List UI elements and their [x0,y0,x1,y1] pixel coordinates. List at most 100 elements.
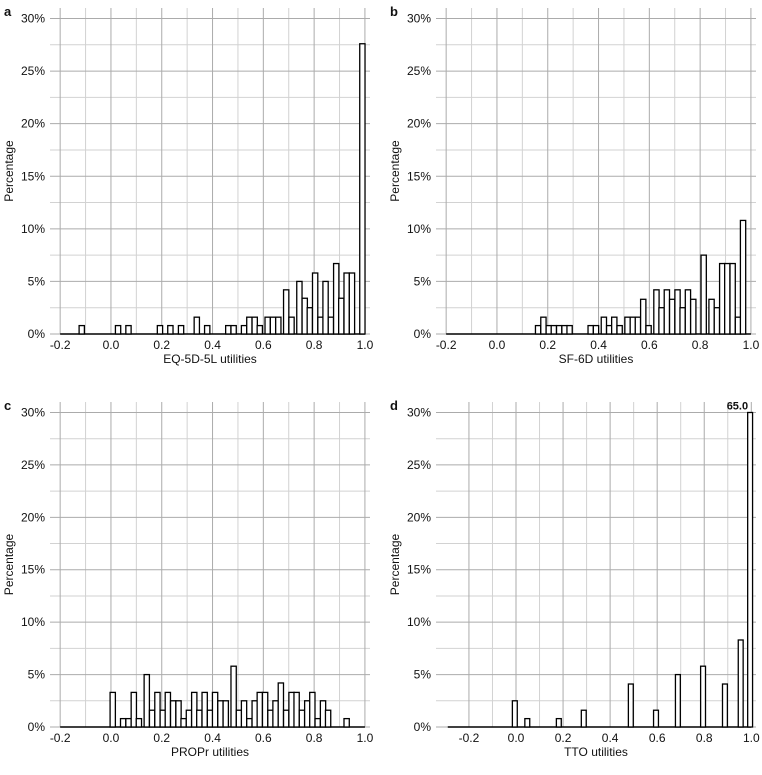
histogram-bar [156,324,164,335]
histogram-bar [130,691,138,728]
histogram-bar [256,324,264,335]
y-axis-title: Percentage [388,533,402,595]
histogram-bar [296,280,303,335]
histogram-bar [240,700,248,728]
y-tick-label: 10% [407,222,431,236]
x-tick-label: 0.0 [489,338,506,352]
panel-a: -0.2 0.0 0.2 0.4 0.6 0.8 1.0 0% 5% 10% 15% 20% 25% 30… [2,4,374,366]
histogram-bar [534,324,542,335]
histogram-bar [193,316,201,335]
histogram-bar [348,272,356,335]
y-tick-label: 20% [407,117,431,131]
panel-label: a [4,4,12,19]
panel-d: -0.2 0.0 0.2 0.4 0.6 0.8 1.0 0% 5% 10% 15% 20% 25% 30… [388,398,760,759]
histogram-bar [224,324,232,335]
histogram-bar [739,219,747,335]
histogram-bar [269,316,277,335]
y-tick-label: 15% [21,169,45,183]
histogram-bar [566,324,573,335]
x-tick-label: 0.4 [602,731,619,745]
histogram-bar [713,307,721,335]
y-axis-title: Percentage [2,140,16,202]
histogram-bar [261,691,269,728]
histogram-bar [658,307,665,335]
histogram-bar [684,289,692,335]
histogram-bar [674,673,681,728]
x-tick-label: 0.4 [204,338,221,352]
x-tick-label: 0.4 [590,338,607,352]
x-tick-label: 1.0 [743,731,760,745]
x-tick-label: -0.2 [50,338,71,352]
y-tick-label: 0% [414,720,432,734]
x-tick-label: 0.6 [255,338,272,352]
histogram-bar [298,709,306,728]
y-tick-label: 30% [21,405,45,419]
histogram-bar [724,262,731,335]
x-tick-label: 1.0 [357,731,374,745]
histogram-bar [689,298,697,335]
histogram-bar [729,262,736,335]
x-tick-label: 0.0 [508,731,525,745]
histogram-bar [668,298,676,335]
histogram-bar [314,717,321,728]
histogram-bar [282,709,290,728]
y-axis-title: Percentage [2,533,16,595]
histogram-bar [272,700,279,728]
y-tick-label: 10% [21,222,45,236]
histogram-bar [708,298,715,335]
panel-label: b [390,4,398,19]
histogram-bar [154,691,161,728]
histogram-bar [78,324,86,335]
x-tick-label: 0.6 [641,338,658,352]
histogram-bar [277,682,285,728]
histogram-bar [240,324,248,335]
y-tick-label: 30% [21,12,45,26]
y-tick-label: 0% [28,327,46,341]
y-tick-label: 15% [21,563,45,577]
histogram-bar [275,316,282,335]
x-tick-label: 1.0 [743,338,760,352]
histogram-bar [203,324,211,335]
y-tick-label: 5% [28,668,46,682]
histogram-bar [343,717,350,728]
x-tick-label: 1.0 [357,338,374,352]
histogram-bar [645,324,652,335]
bar-value-label: 65.0 [727,400,748,412]
histogram-bar [109,691,117,728]
histogram-bar [639,298,647,335]
x-tick-label: 0.8 [306,338,323,352]
panel-b: -0.2 0.0 0.2 0.4 0.6 0.8 1.0 0% 5% 10% 15% 20% 25% 30… [388,4,760,366]
x-axis-title: SF-6D utilities [559,352,634,366]
histogram-bar [511,700,518,728]
y-tick-label: 5% [28,274,46,288]
histogram-bar [721,683,729,728]
y-tick-label: 0% [414,327,432,341]
histogram-bar [324,709,332,728]
histogram-bar [125,717,132,728]
histogram-bar [555,324,563,335]
x-tick-label: 0.0 [103,338,120,352]
histogram-bar [148,709,156,728]
histogram-bar [616,324,623,335]
x-tick-label: 0.2 [153,731,170,745]
histogram-bar [311,272,319,335]
panel-label: c [4,398,11,413]
histogram-bar [580,709,587,728]
panel-label: d [390,398,398,413]
x-tick-label: 0.6 [255,731,272,745]
histogram-bar [747,411,754,728]
y-tick-label: 5% [414,668,432,682]
histogram-bar [663,289,671,335]
histogram-bar [338,297,345,335]
histogram-bar [211,691,219,728]
y-tick-label: 20% [407,510,431,524]
x-tick-label: -0.2 [436,338,457,352]
histogram-bar [185,709,193,728]
histogram-bar [119,717,127,728]
histogram-bar [169,700,177,728]
histogram-bar [246,717,253,728]
y-tick-label: 10% [407,615,431,629]
histogram-bar [264,316,271,335]
histogram-bar [230,665,237,728]
